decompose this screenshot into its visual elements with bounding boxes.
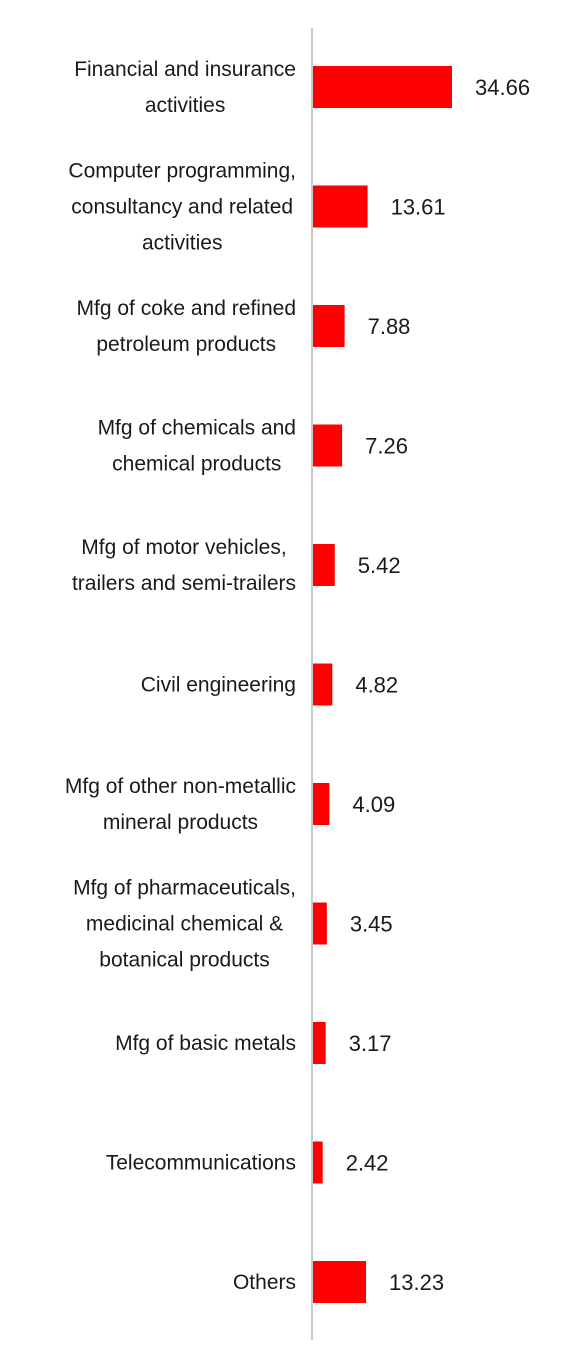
bar [313,66,452,108]
category-label-line: Civil engineering [141,674,296,697]
category-label-line: Mfg of motor vehicles, [81,536,286,559]
value-label: 4.09 [352,792,395,817]
category-label-line: chemical products [112,453,281,476]
value-labels-layer: 34.66 13.61 7.88 7.26 5.42 4.82 4.09 3.45 3.17 2.… [346,75,530,1295]
category-label-line: consultancy and related [71,196,293,219]
value-label: 13.61 [391,195,446,220]
value-label: 3.17 [349,1031,392,1056]
category-label: Financial and insurance activities [74,58,296,117]
category-label-line: activities [145,94,226,117]
category-label-line: Telecommunications [106,1152,296,1175]
value-label: 7.88 [368,314,411,339]
value-label: 5.42 [358,553,401,578]
bar [313,902,327,945]
category-label-line: mineral products [103,811,258,834]
category-label-line: petroleum products [96,333,276,356]
category-label: Mfg of coke and refined petroleum product… [77,297,296,356]
category-label: Civil engineering [141,674,296,697]
value-label: 2.42 [346,1151,389,1176]
value-label: 34.66 [475,75,530,100]
category-labels-layer: Financial and insurance activitiesCompute… [65,58,296,1294]
category-label-line: Mfg of chemicals and [98,417,296,440]
category-label: Others [233,1271,296,1294]
bar [313,544,335,586]
category-label-line: Mfg of basic metals [115,1032,296,1055]
category-label: Computer programming, consultancy and rel… [68,160,296,255]
category-label-line: Mfg of coke and refined [77,297,296,320]
category-label-line: medicinal chemical & [86,913,283,936]
category-label-line: trailers and semi-trailers [72,572,296,595]
bar [313,663,333,706]
category-label-line: Mfg of pharmaceuticals, [73,877,296,900]
bar [313,424,343,467]
category-label-line: Others [233,1271,296,1294]
bar [313,305,345,347]
bars-layer [313,66,452,1303]
category-label: Mfg of pharmaceuticals, medicinal chemica… [73,877,296,972]
value-label: 4.82 [355,673,398,698]
bar [313,783,330,825]
category-label-line: Mfg of other non-metallic [65,775,296,798]
category-label: Mfg of motor vehicles, trailers and semi-… [72,536,296,595]
value-label: 3.45 [350,912,393,937]
bar [313,1141,323,1184]
bar [313,185,368,228]
category-label: Telecommunications [106,1152,296,1175]
bar [313,1022,326,1064]
category-label: Mfg of other non-metallic mineral product… [65,775,296,834]
category-label-line: Financial and insurance [74,58,296,81]
category-label-line: botanical products [99,949,269,972]
category-label: Mfg of chemicals and chemical products [98,417,296,476]
bar [313,1261,367,1303]
value-label: 7.26 [365,434,408,459]
value-label: 13.23 [389,1270,444,1295]
category-label: Mfg of basic metals [115,1032,296,1055]
category-label-line: Computer programming, [68,160,296,183]
category-label-line: activities [142,232,223,255]
